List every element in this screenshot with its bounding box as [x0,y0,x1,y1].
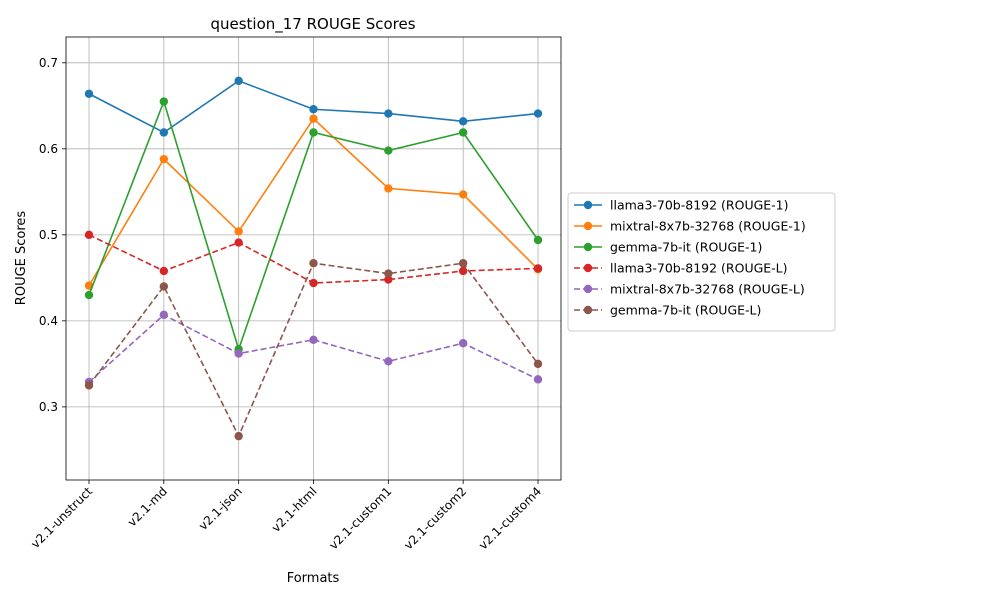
series-2 [84,114,543,290]
data-point [309,128,318,137]
legend-item: gemma-7b-it (ROUGE-1) [574,240,762,255]
series-3 [84,97,543,354]
data-point [533,375,543,384]
data-point [309,278,318,288]
legend-marker [583,200,593,210]
legend-label: mixtral-8x7b-32768 (ROUGE-1) [610,219,806,234]
data-point [234,76,243,86]
legend-label: llama3-70b-8192 (ROUGE-1) [610,198,789,213]
chart-title: question_17 ROUGE Scores [210,15,415,34]
data-point [84,381,94,390]
y-tick-label: 0.7 [39,56,58,70]
legend: llama3-70b-8192 (ROUGE-1) mixtral-8x7b-32… [567,192,836,332]
data-point [458,259,468,268]
data-point [384,146,393,155]
x-tick-label: v2.1-unstruct [28,484,95,551]
data-point [309,335,318,344]
data-point [384,109,393,118]
x-axis-label: Formats [287,571,340,586]
data-point [234,227,243,236]
data-point [384,184,393,193]
legend-box [567,192,836,332]
data-point [533,264,543,273]
data-point [458,128,468,137]
series-4 [84,230,543,288]
data-point [384,269,393,278]
data-point [458,339,468,348]
data-point [234,238,243,247]
data-point [309,114,318,123]
data-point [533,109,543,118]
data-point [533,359,543,369]
data-point [309,259,318,268]
data-point [234,349,243,358]
data-point [533,235,543,245]
legend-marker [583,284,593,294]
legend-item: mixtral-8x7b-32768 (ROUGE-L) [574,282,805,297]
y-tick-label: 0.5 [39,228,58,242]
data-point [159,266,169,276]
y-tick-label: 0.6 [39,142,58,156]
y-axis-ticks: 0.3 0.4 0.5 0.6 0.7 [39,56,66,414]
x-tick-label: v2.1-custom4 [476,484,544,552]
y-axis-label: ROUGE Scores [14,211,29,306]
y-tick-label: 0.4 [39,314,58,328]
series-6 [84,259,543,441]
legend-marker [583,305,593,315]
data-point [384,357,393,366]
legend-label: mixtral-8x7b-32768 (ROUGE-L) [610,282,805,297]
x-tick-label: v2.1-custom2 [401,484,469,552]
legend-label: gemma-7b-it (ROUGE-1) [610,240,762,255]
data-point [458,190,468,199]
data-point [159,310,169,320]
data-point [458,266,468,276]
x-axis-ticks: v2.1-unstruct v2.1-md v2.1-json v2.1-html v2… [28,480,544,552]
series-1 [84,76,543,137]
series-layer [84,76,543,441]
data-point [309,105,318,114]
data-point [159,282,169,291]
legend-item: mixtral-8x7b-32768 (ROUGE-1) [574,219,806,234]
grid-lines [66,37,561,480]
data-point [159,128,169,137]
data-point [458,117,468,126]
legend-marker [583,221,593,231]
x-tick-label: v2.1-md [125,484,170,529]
legend-label: llama3-70b-8192 (ROUGE-L) [610,261,788,276]
data-point [384,275,393,284]
legend-marker [583,263,593,273]
x-tick-label: v2.1-json [196,484,245,533]
legend-label: gemma-7b-it (ROUGE-L) [610,303,761,318]
data-point [234,431,243,441]
legend-item: llama3-70b-8192 (ROUGE-1) [574,198,789,213]
x-tick-label: v2.1-html [269,484,320,535]
data-point [159,154,169,164]
data-point [84,89,94,98]
legend-item: gemma-7b-it (ROUGE-L) [574,303,761,318]
y-tick-label: 0.3 [39,400,58,414]
legend-item: llama3-70b-8192 (ROUGE-L) [574,261,788,276]
data-point [159,97,169,106]
x-tick-label: v2.1-custom1 [326,484,394,552]
data-point [84,230,94,240]
data-point [84,290,94,300]
legend-marker [583,242,593,252]
